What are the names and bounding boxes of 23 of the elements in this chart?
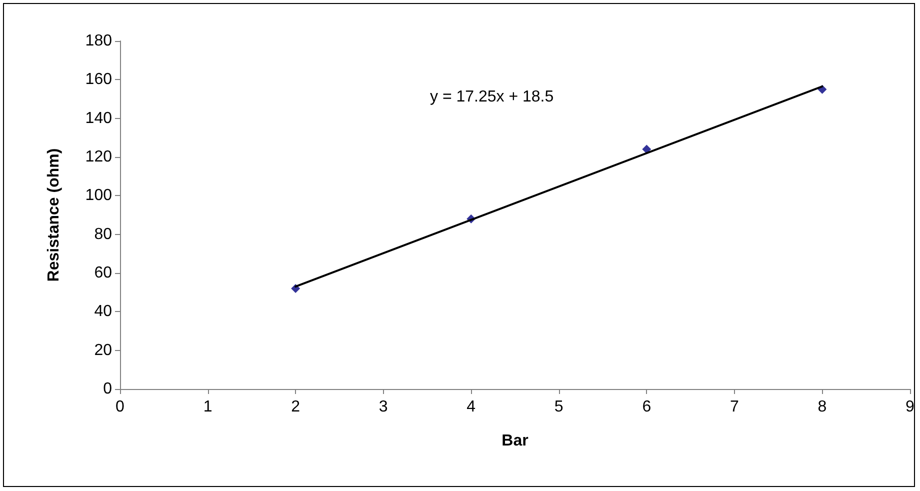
y-tick-label: 180 bbox=[85, 32, 112, 50]
x-axis-title: Bar bbox=[502, 432, 528, 450]
x-tick-label: 1 bbox=[203, 398, 212, 416]
x-tick-label: 8 bbox=[818, 398, 827, 416]
y-tick-label: 100 bbox=[85, 187, 112, 204]
y-tick-label: 160 bbox=[85, 71, 112, 88]
x-tick-label: 2 bbox=[291, 398, 300, 416]
y-tick-label: 0 bbox=[103, 380, 112, 398]
y-tick-label: 140 bbox=[85, 110, 112, 127]
y-tick-label: 20 bbox=[94, 342, 112, 359]
x-tick-label: 9 bbox=[906, 398, 915, 416]
y-axis-title: Resistance (ohm) bbox=[46, 148, 62, 282]
y-tick-label: 120 bbox=[85, 148, 112, 166]
y-tick-label: 40 bbox=[94, 303, 112, 320]
x-tick-label: 4 bbox=[466, 398, 476, 416]
x-tick-label: 0 bbox=[116, 398, 125, 416]
x-tick-label: 3 bbox=[378, 398, 388, 416]
y-tick-label: 80 bbox=[94, 226, 112, 243]
x-tick-label: 7 bbox=[730, 398, 739, 416]
y-tick-label: 60 bbox=[94, 264, 112, 282]
x-tick-label: 5 bbox=[554, 398, 564, 416]
annotation: y = 17.25x + 18.5 bbox=[430, 88, 554, 106]
x-tick-label: 6 bbox=[642, 398, 652, 416]
